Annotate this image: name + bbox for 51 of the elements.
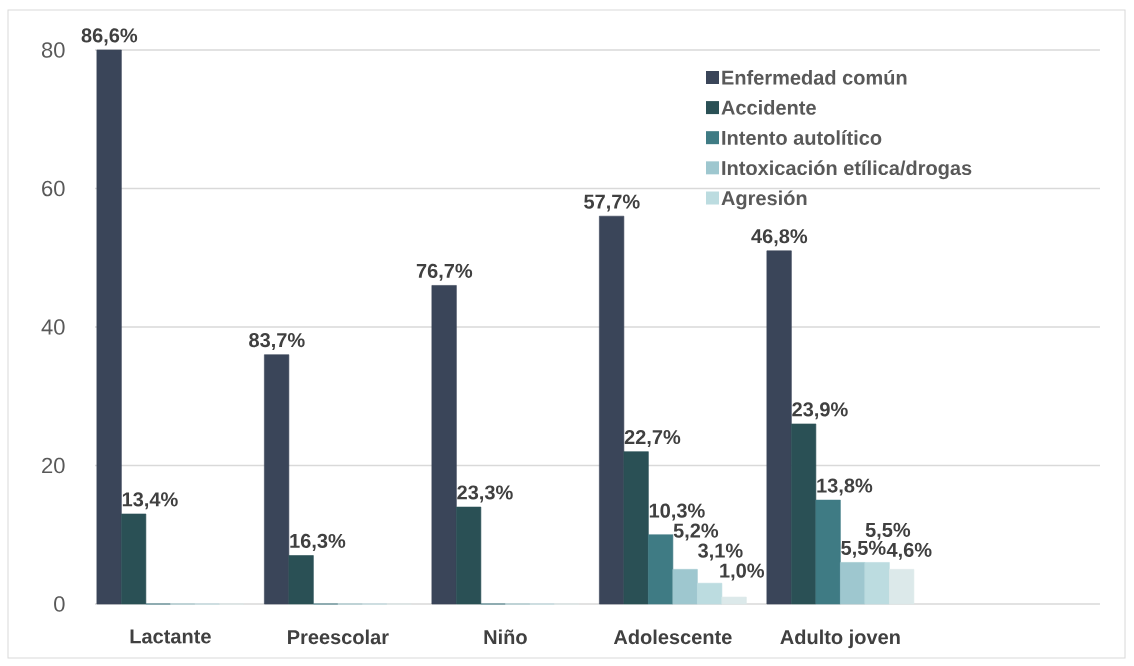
y-tick-label: 60 bbox=[42, 180, 65, 197]
annotation: 4,6% bbox=[886, 542, 932, 560]
bar bbox=[672, 569, 698, 605]
bar bbox=[815, 499, 841, 605]
bar bbox=[864, 562, 890, 605]
annotation: 5,5% bbox=[841, 540, 886, 558]
annotation: 16,3% bbox=[290, 533, 346, 551]
y-tick-label: 20 bbox=[42, 457, 65, 474]
legend-label: Intento autolítico bbox=[722, 130, 882, 145]
annotation: 23,9% bbox=[792, 402, 848, 420]
bar bbox=[648, 534, 674, 605]
annotation: 57,7% bbox=[584, 194, 640, 212]
annotation: 5,5% bbox=[865, 522, 911, 540]
bar bbox=[456, 506, 482, 605]
annotation: 13,4% bbox=[122, 492, 178, 510]
annotation: 23,3% bbox=[457, 485, 513, 503]
bar bbox=[889, 569, 915, 605]
y-tick-label: 40 bbox=[41, 319, 65, 335]
bar bbox=[599, 215, 625, 605]
bar bbox=[766, 250, 792, 605]
annotation: 22,7% bbox=[624, 429, 681, 448]
bar bbox=[697, 582, 723, 605]
annotation: 5,2% bbox=[673, 523, 719, 541]
x-tick-label: Niño bbox=[484, 629, 527, 645]
legend-label: Agresión bbox=[721, 190, 807, 210]
y-tick-label: 0 bbox=[54, 596, 65, 612]
bar bbox=[721, 596, 747, 605]
legend-label: Accidente bbox=[721, 100, 816, 115]
x-tick-label: Adolescente bbox=[613, 629, 732, 645]
x-tick-label: Preescolar bbox=[288, 629, 389, 645]
legend-label: Intoxicación etílica/drogas bbox=[722, 160, 972, 180]
bar bbox=[840, 562, 866, 605]
annotation: 46,8% bbox=[751, 229, 808, 247]
bar bbox=[431, 285, 457, 605]
bar bbox=[791, 423, 817, 605]
bar bbox=[264, 354, 290, 605]
legend-label: Enfermedad común bbox=[722, 69, 907, 85]
bar bbox=[288, 555, 314, 605]
bar bbox=[96, 49, 122, 605]
x-tick-label: Adulto joven bbox=[780, 629, 900, 649]
bar bbox=[623, 451, 649, 605]
annotation: 13,8% bbox=[817, 478, 873, 496]
annotation: 76,7% bbox=[416, 263, 473, 281]
y-tick-label: 80 bbox=[41, 42, 65, 58]
annotation: 3,1% bbox=[698, 543, 743, 561]
bar bbox=[121, 513, 147, 605]
annotation: 10,3% bbox=[649, 503, 705, 521]
annotation: 1,0% bbox=[720, 563, 765, 581]
text: 86,6% bbox=[81, 28, 138, 46]
x-tick-label: Lactante bbox=[130, 629, 211, 644]
annotation: 83,7% bbox=[249, 333, 305, 351]
